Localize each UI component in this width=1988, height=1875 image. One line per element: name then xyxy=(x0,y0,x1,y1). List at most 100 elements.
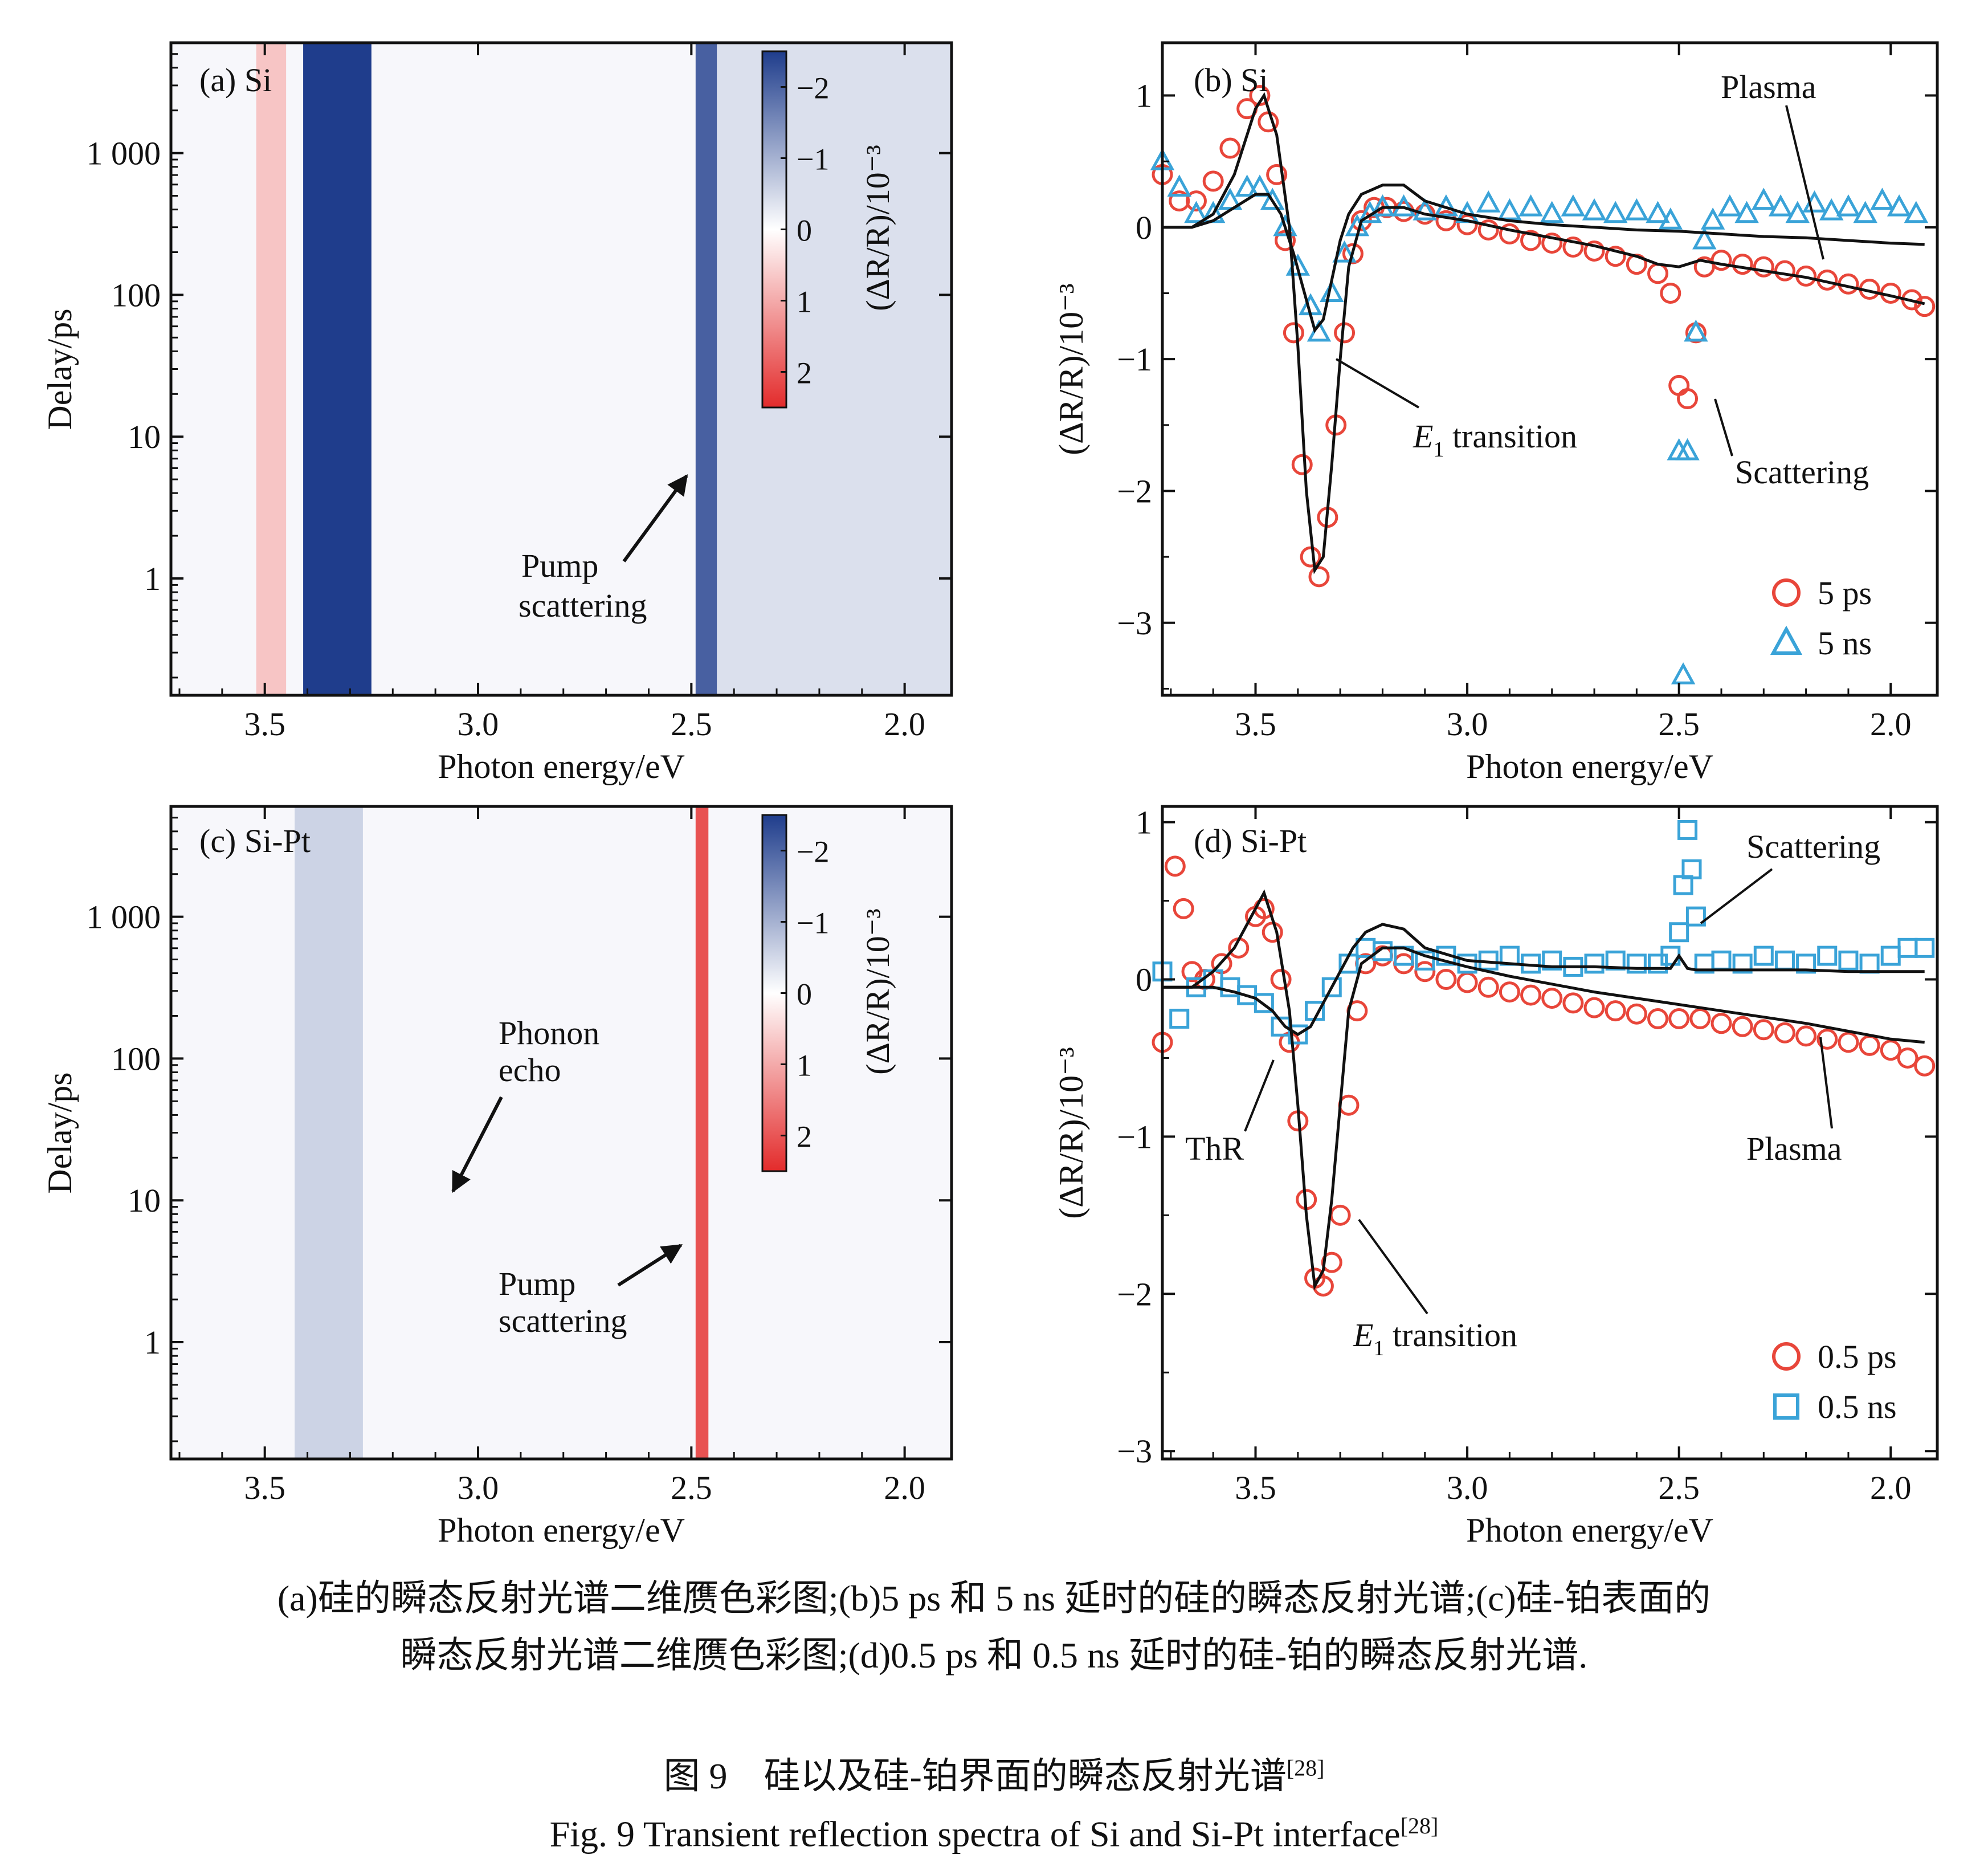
y-tick-label: 0 xyxy=(1136,209,1152,246)
panel-b-plasma-pointer xyxy=(1785,105,1824,260)
data-point-circle xyxy=(1795,1025,1817,1047)
y-tick-label: 1 xyxy=(1136,78,1152,115)
colorbar-tick-label: 2 xyxy=(797,356,812,390)
legend-label: 0.5 ns xyxy=(1818,1388,1897,1425)
data-point-square xyxy=(1499,945,1520,966)
y-tick-label: −3 xyxy=(1117,605,1152,642)
x-tick-label: 2.5 xyxy=(671,706,712,743)
data-point-triangle xyxy=(1675,438,1700,460)
fit-line xyxy=(1162,184,1925,333)
colorbar-tick-label: 0 xyxy=(797,977,812,1012)
data-point-square xyxy=(1817,945,1838,966)
panel-b-annotation-e1: E1 transition xyxy=(1413,418,1577,462)
panel-d-e1-sub: 1 xyxy=(1373,1336,1384,1360)
y-tick-label: 10 xyxy=(128,418,161,455)
data-point-square xyxy=(1681,859,1702,879)
data-point-circle xyxy=(1753,1019,1774,1041)
data-point-circle xyxy=(1583,240,1605,262)
data-point-triangle xyxy=(1413,198,1437,221)
data-point-circle xyxy=(1266,164,1288,185)
legend-label: 5 ps xyxy=(1818,574,1872,612)
data-point-circle xyxy=(1562,992,1584,1014)
data-point-triangle xyxy=(1184,201,1209,223)
x-tick-label: 3.0 xyxy=(1447,1469,1488,1506)
data-point-circle xyxy=(1338,1094,1360,1116)
panel-d-thr-pointer xyxy=(1244,1059,1275,1132)
legend-label: 5 ns xyxy=(1818,625,1872,662)
panel-c-ylabel: Delay/ps xyxy=(41,1072,79,1193)
panel-c-phonon-arrow xyxy=(451,1096,503,1193)
panel-d-e1-pointer xyxy=(1358,1218,1428,1315)
x-tick-label: 2.5 xyxy=(1658,706,1700,743)
data-point-circle xyxy=(1283,322,1304,344)
colorbar-tick-label: 1 xyxy=(797,1049,812,1083)
y-tick-label: 100 xyxy=(111,1040,161,1077)
caption-zh-line1: (a)硅的瞬态反射光谱二维赝色彩图;(b)5 ps 和 5 ns 延时的硅的瞬态… xyxy=(277,1578,1711,1619)
data-point-circle xyxy=(1219,137,1241,159)
figure-caption-zh: (a)硅的瞬态反射光谱二维赝色彩图;(b)5 ps 和 5 ns 延时的硅的瞬态… xyxy=(0,1570,1988,1684)
colorbar-tick-label: −2 xyxy=(797,835,829,869)
x-tick-label: 2.0 xyxy=(884,1469,925,1506)
colorbar-tick-label: 2 xyxy=(797,1120,812,1154)
x-tick-label: 2.5 xyxy=(671,1469,712,1506)
panel-c-annotation-phonon: Phonon echo xyxy=(451,1014,599,1193)
data-point-square xyxy=(1838,950,1859,971)
legend-label: 0.5 ps xyxy=(1818,1338,1897,1375)
data-point-circle xyxy=(1647,1008,1669,1029)
data-point-square xyxy=(1711,950,1732,971)
data-point-triangle xyxy=(1218,188,1243,210)
panel-d-annotation-e1: E1 transition xyxy=(1353,1316,1517,1360)
data-point-triangle xyxy=(1870,188,1895,210)
y-tick-label: 1 xyxy=(144,560,161,597)
panel-d-label: (d) Si-Pt xyxy=(1194,822,1307,859)
data-point-triangle xyxy=(1684,319,1708,342)
data-point-square xyxy=(1880,945,1901,966)
heatmap-band xyxy=(303,43,372,695)
colorbar-tick-label: −1 xyxy=(797,142,829,177)
data-point-triangle xyxy=(1476,190,1501,213)
data-point-square xyxy=(1415,950,1435,971)
panel-c-annotation-pump-line1: Pump xyxy=(499,1265,575,1302)
y-tick-label: −2 xyxy=(1117,1275,1152,1312)
panel-a-annotation-line2: scattering xyxy=(519,587,647,624)
data-point-circle xyxy=(1520,984,1542,1006)
panel-c-annotation-pump: Pump scattering xyxy=(499,1244,683,1339)
figure-title-en-ref: [28] xyxy=(1400,1813,1439,1839)
data-point-circle xyxy=(1605,1000,1626,1022)
data-point-circle xyxy=(1520,230,1542,251)
panel-d-e1-text: transition xyxy=(1384,1316,1517,1354)
data-point-circle xyxy=(1660,282,1681,304)
data-point-circle xyxy=(1774,1022,1795,1044)
fit-line xyxy=(1162,923,1925,1037)
heatmap-background xyxy=(171,806,952,1459)
y-tick-label: −2 xyxy=(1117,472,1152,509)
data-point-circle xyxy=(1880,1040,1901,1061)
panel-d-annotation-scattering: Scattering xyxy=(1746,828,1880,865)
data-point-square xyxy=(1605,950,1626,971)
panel-b-label: (b) Si xyxy=(1194,62,1268,99)
figure-title-zh-text: 图 9 硅以及硅-铂界面的瞬态反射光谱 xyxy=(663,1756,1287,1796)
data-point-triangle xyxy=(1603,201,1628,223)
data-point-triangle xyxy=(1692,227,1717,250)
colorbar-tick-label: −1 xyxy=(797,906,829,940)
data-point-triangle xyxy=(1540,201,1564,223)
data-point-circle xyxy=(1711,250,1732,271)
legend-marker xyxy=(1773,1393,1799,1420)
data-point-square xyxy=(1584,953,1605,974)
heatmap-band xyxy=(717,43,952,695)
data-point-square xyxy=(1732,953,1753,974)
fit-line xyxy=(1162,889,1925,1291)
data-point-circle xyxy=(1859,1034,1880,1056)
x-tick-label: 3.5 xyxy=(1235,706,1276,743)
x-tick-label: 3.5 xyxy=(244,706,285,743)
x-tick-label: 2.5 xyxy=(1658,1469,1700,1506)
panel-b-scattering-pointer xyxy=(1714,398,1733,456)
y-tick-label: 1 xyxy=(1136,804,1152,841)
data-point-circle xyxy=(1562,237,1584,258)
data-point-circle xyxy=(1626,1003,1647,1025)
y-tick-label: 1 000 xyxy=(87,899,161,936)
data-point-triangle xyxy=(1658,207,1683,230)
panel-b-e1-sub: 1 xyxy=(1433,438,1444,462)
panel-d-annotation-plasma: Plasma xyxy=(1746,1130,1842,1167)
